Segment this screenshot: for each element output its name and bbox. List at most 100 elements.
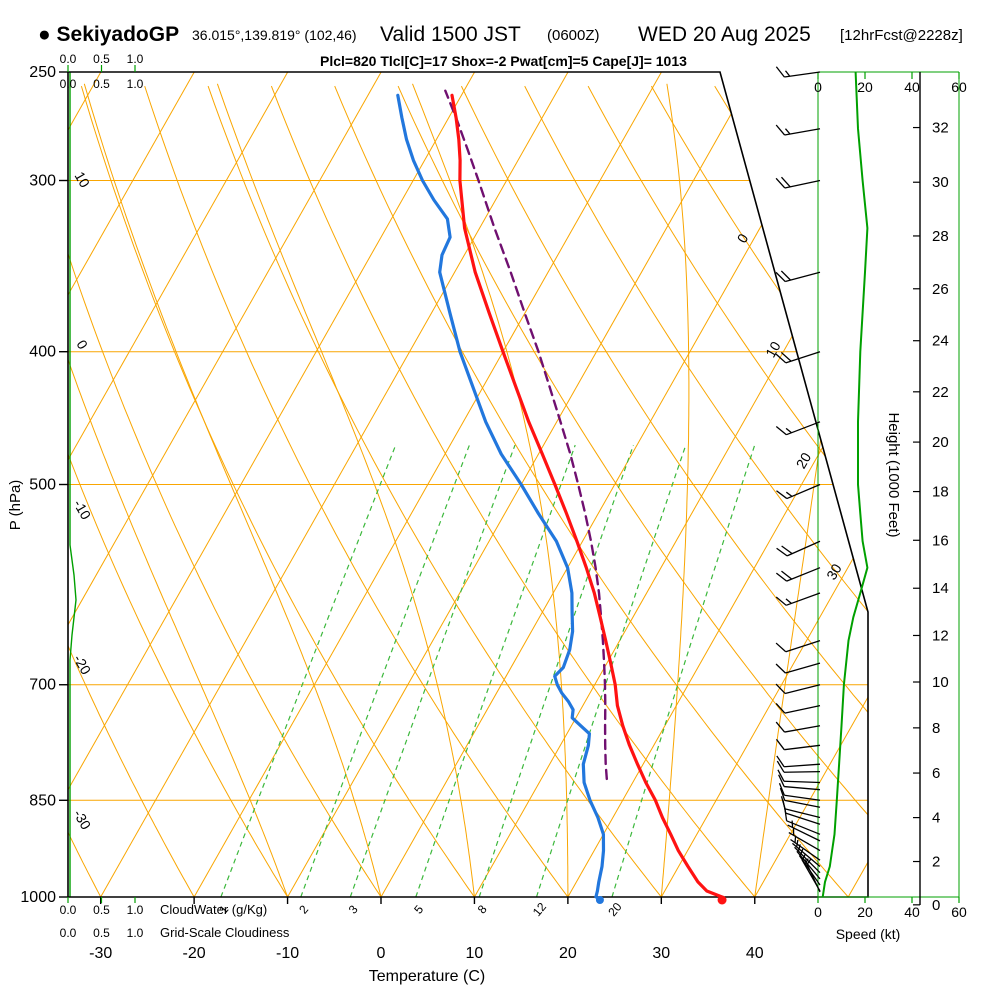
isotherm-line	[68, 72, 476, 897]
wind-barb-staff	[785, 662, 821, 674]
pressure-axis-title: P (hPa)	[7, 480, 24, 531]
plot-frame	[67, 71, 869, 898]
height-tick-label: 6	[932, 765, 940, 782]
isotherm-line	[847, 72, 868, 897]
wind-barb-full	[776, 755, 785, 768]
cloudiness-scale-top: 1.0	[127, 77, 144, 91]
cloudiness-scale-bottom: 0.0	[60, 926, 77, 940]
temperature-tick-label: -30	[89, 945, 112, 962]
valid-utc: (0600Z)	[547, 27, 600, 44]
height-tick-label: 20	[932, 434, 949, 451]
cloudiness-scale-top: 0.5	[93, 77, 110, 91]
isotherm-label-right: 30	[823, 561, 845, 583]
speed-tick-label-bottom: 40	[904, 904, 920, 920]
temperature-tick-label: 10	[466, 945, 484, 962]
isotherm-line	[754, 72, 868, 897]
height-tick-label: 8	[932, 720, 940, 737]
moist-adiabat-line	[83, 83, 382, 897]
dry-adiabat-line	[68, 85, 195, 897]
cloudwater-scale-bottom: 0.5	[93, 903, 110, 917]
isotherm-label-right: 20	[793, 450, 815, 472]
wind-barb-full	[780, 270, 791, 281]
height-tick-label: 10	[932, 674, 949, 691]
wind-barb-staff	[784, 744, 821, 751]
cloudwater-scale-bottom: 0.0	[60, 903, 77, 917]
wind-barb-full	[776, 547, 788, 557]
wind-barb-staff	[787, 824, 821, 842]
cloudwater-profile	[69, 72, 77, 897]
skewt-grid	[68, 72, 868, 897]
surface-temperature-dot	[717, 895, 727, 905]
mixing-ratio-line	[478, 444, 634, 897]
wind-barb-staff	[788, 832, 821, 852]
mixing-ratio-label: 5	[411, 902, 426, 916]
wind-barb-full	[779, 787, 786, 801]
forecast-info: [12hrFcst@2228z]	[840, 27, 963, 44]
wind-barb-staff	[798, 855, 821, 886]
adiabat-label-left: -30	[70, 807, 94, 833]
wind-barb-staff	[786, 567, 821, 582]
wind-barb-staff	[784, 684, 821, 695]
cloudiness-scale-bottom: 0.5	[93, 926, 110, 940]
temperature-curve	[450, 93, 724, 899]
isotherm-line	[68, 72, 195, 897]
wind-barb-staff	[785, 592, 821, 606]
wind-barbs	[775, 66, 821, 893]
cloudwater-scale-top: 0.0	[60, 52, 77, 66]
station-coords: 36.015°,139.819° (102,46)	[192, 27, 357, 43]
cloudwater-scale-top: 0.5	[93, 52, 110, 66]
adiabat-label-left: 0	[73, 337, 91, 352]
height-tick-label: 18	[932, 484, 949, 501]
wind-barb-full	[775, 124, 786, 136]
wind-barb-staff	[794, 846, 821, 874]
wind-barb-half	[784, 128, 791, 135]
moist-adiabat-line	[216, 83, 475, 897]
wind-barb-full	[776, 760, 785, 773]
mixing-ratio-line	[535, 444, 687, 897]
mixing-ratio-label: 12	[530, 900, 550, 919]
wind-barb-staff	[785, 640, 821, 653]
adiabat-label-left: -20	[70, 652, 94, 678]
wind-barb-staff	[784, 179, 821, 189]
wind-barb-full	[775, 721, 786, 733]
wind-barb-staff	[790, 838, 821, 861]
cloudwater-axis-title: CloudWater (g/Kg)	[160, 902, 267, 917]
pressure-tick-label: 250	[29, 64, 56, 81]
height-tick-label: 12	[932, 627, 949, 644]
wind-barb-full	[780, 176, 791, 188]
cloudiness-scale-top: 0.0	[60, 77, 77, 91]
mixing-ratio-label: 8	[475, 902, 490, 916]
wind-barb-full	[775, 572, 788, 582]
adiabat-label-left: 10	[72, 169, 94, 191]
dry-adiabat-line	[587, 85, 868, 897]
wind-barb-full	[781, 545, 793, 555]
wind-barb-staff	[784, 128, 821, 136]
wind-barb-staff	[784, 725, 821, 733]
wind-barb-full	[777, 769, 785, 782]
height-tick-label: 16	[932, 532, 949, 549]
height-tick-label: 14	[932, 580, 949, 597]
height-tick-label: 0	[932, 897, 940, 914]
temperature-tick-label: 30	[652, 945, 670, 962]
moist-adiabat-line	[412, 83, 569, 897]
speed-tick-label-bottom: 20	[857, 904, 873, 920]
speed-tick-label-top: 0	[814, 79, 822, 95]
wind-barb-staff	[783, 770, 821, 773]
wind-barb-full	[780, 796, 786, 810]
dry-adiabat-line	[334, 85, 849, 897]
temperature-tick-label: -10	[276, 945, 299, 962]
wind-barb-staff	[783, 780, 821, 784]
height-tick-label: 30	[932, 174, 949, 191]
mixing-ratio-label: 2	[296, 902, 311, 916]
sounding-params: Plcl=820 Tlcl[C]=17 Shox=-2 Pwat[cm]=5 C…	[320, 53, 687, 69]
wind-barb-staff	[786, 421, 821, 436]
wind-barb-staff	[784, 799, 821, 808]
wind-barb-full	[776, 490, 788, 500]
wind-barb-full	[775, 353, 787, 364]
dry-adiabat-line	[144, 85, 569, 897]
wind-barb-full	[775, 663, 786, 674]
mixing-ratio-line	[415, 444, 576, 897]
wind-barb-full	[781, 570, 793, 580]
